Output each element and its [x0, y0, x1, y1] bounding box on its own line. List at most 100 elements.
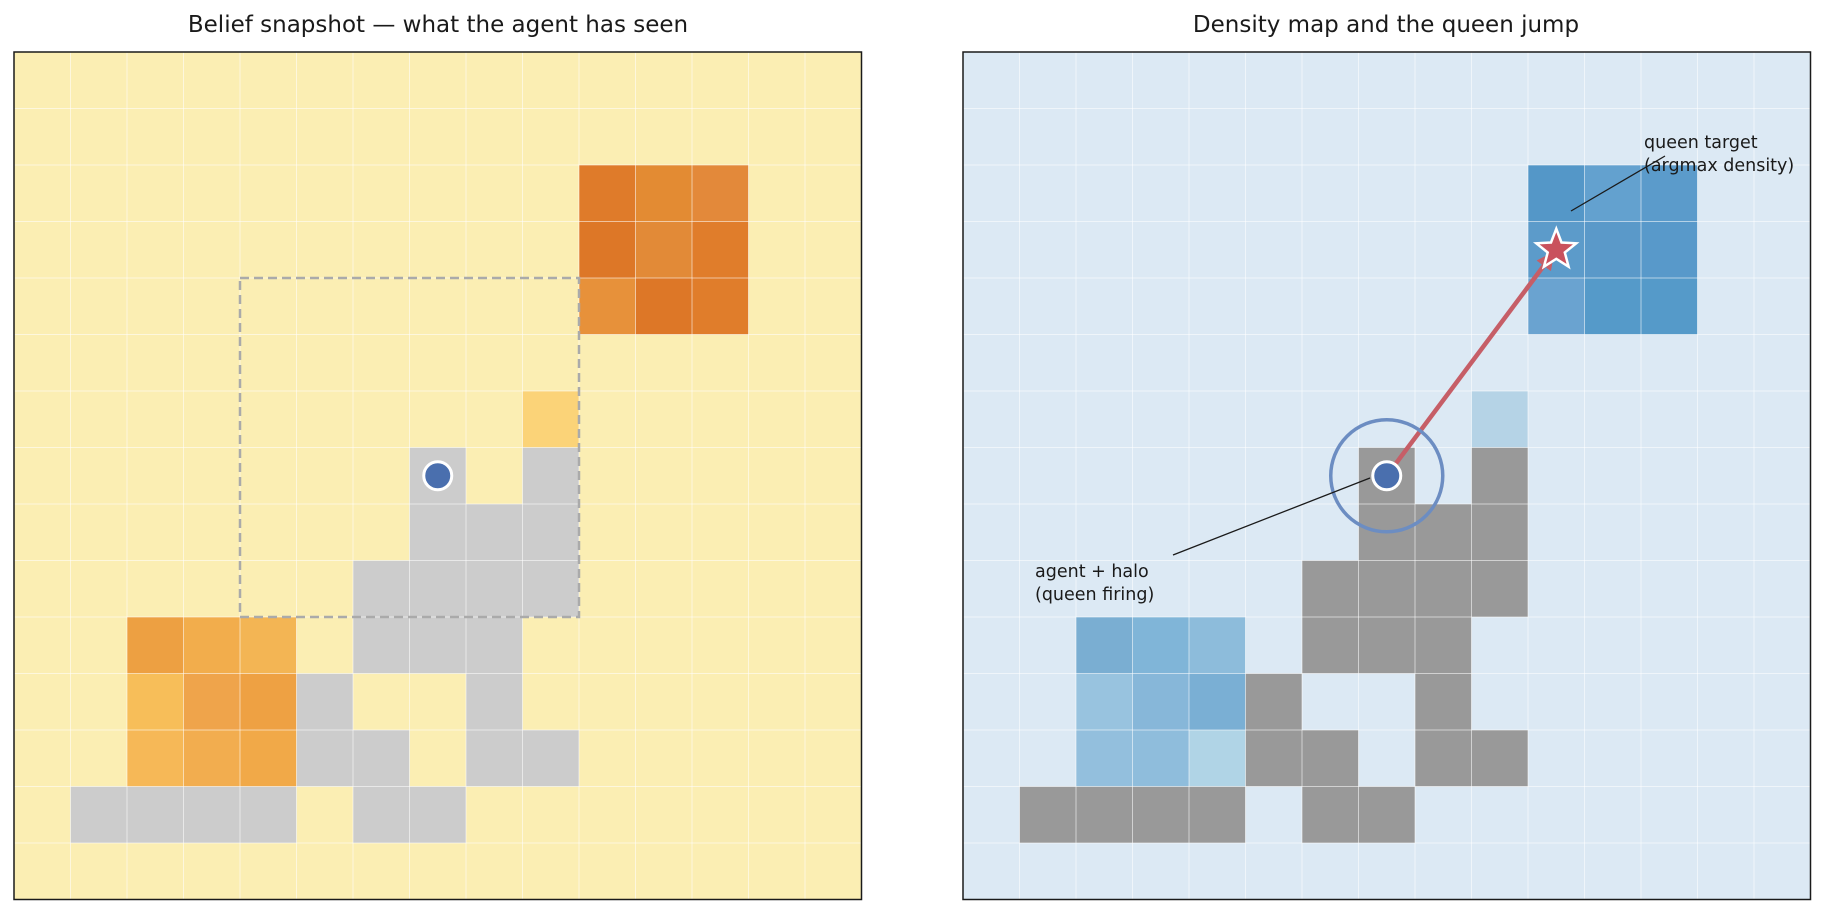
density-value-cell: [1528, 278, 1585, 335]
density-obstacle-cell: [1302, 617, 1359, 674]
agent-marker-density: [1371, 460, 1403, 492]
density-obstacle-cell: [1415, 617, 1472, 674]
belief-grid-panel: [13, 51, 863, 901]
density-value-cell: [1641, 278, 1698, 335]
belief-value-cell: [127, 617, 184, 674]
belief-obstacle-cell: [127, 786, 184, 843]
density-value-cell: [1076, 730, 1133, 787]
target-annotation-line1: queen target: [1644, 133, 1758, 153]
density-value-cell: [1189, 673, 1246, 730]
queen-jump-arrow: [1384, 251, 1555, 478]
density-value-cell: [1528, 165, 1585, 222]
belief-grid-lines: [14, 52, 862, 900]
density-obstacle-cell: [1358, 786, 1415, 843]
density-value-cell: [1641, 221, 1698, 278]
agent-annotation-line2: (queen firing): [1035, 585, 1154, 605]
density-obstacle-cell: [1132, 786, 1189, 843]
right-panel-title: Density map and the queen jump: [1193, 12, 1579, 38]
belief-value-cell: [692, 278, 749, 335]
belief-value-cell: [579, 278, 636, 335]
density-value-cell: [1132, 617, 1189, 674]
belief-obstacle-cell: [466, 504, 523, 561]
density-map-panel: agent + halo (queen firing) queen target…: [962, 51, 1812, 901]
target-annotation-leader: [1570, 155, 1666, 212]
density-obstacle-cell: [1415, 560, 1472, 617]
belief-obstacle-cell: [70, 786, 127, 843]
density-obstacle-cell: [1019, 786, 1076, 843]
density-map-lines: [963, 52, 1811, 900]
belief-obstacle-cell: [466, 560, 523, 617]
belief-value-cell: [579, 165, 636, 222]
density-value-cell: [1584, 221, 1641, 278]
belief-value-cell: [635, 221, 692, 278]
belief-obstacle-cell: [522, 560, 579, 617]
belief-value-cell: [635, 165, 692, 222]
density-obstacle-cell: [1358, 560, 1415, 617]
density-obstacle-cell: [1245, 673, 1302, 730]
density-value-cell: [1132, 730, 1189, 787]
belief-value-cell: [692, 165, 749, 222]
density-obstacle-cell: [1415, 673, 1472, 730]
target-annotation-line2: (argmax density): [1644, 156, 1794, 176]
density-obstacle-cell: [1358, 617, 1415, 674]
density-obstacle-cell: [1471, 504, 1528, 561]
belief-obstacle-cell: [183, 786, 240, 843]
agent-annotation-line1: agent + halo: [1035, 562, 1149, 582]
belief-value-cell: [692, 221, 749, 278]
belief-value-cell: [127, 730, 184, 787]
belief-obstacle-cell: [353, 730, 410, 787]
belief-obstacle-cell: [409, 560, 466, 617]
agent-halo-ring: [1329, 418, 1445, 534]
density-obstacle-cell: [1189, 786, 1246, 843]
density-value-cell: [1584, 278, 1641, 335]
density-obstacle-cell: [1076, 786, 1133, 843]
density-value-cell: [1641, 165, 1698, 222]
density-obstacle-cell: [1245, 730, 1302, 787]
density-value-cell: [1471, 391, 1528, 448]
density-value-cell: [1584, 165, 1641, 222]
density-map-frame: [962, 51, 1812, 901]
belief-obstacle-cell: [466, 673, 523, 730]
agent-marker: [422, 460, 454, 492]
density-value-cell: [1076, 617, 1133, 674]
belief-obstacle-cell: [409, 617, 466, 674]
density-value-cell: [1189, 730, 1246, 787]
density-obstacle-cell: [1415, 504, 1472, 561]
density-obstacle-cell: [1302, 786, 1359, 843]
belief-obstacle-cell: [409, 786, 466, 843]
belief-value-cell: [240, 673, 297, 730]
density-value-cell: [1132, 673, 1189, 730]
belief-obstacle-cell: [522, 447, 579, 504]
belief-grid-cells: [14, 52, 862, 900]
belief-obstacle-cell: [353, 560, 410, 617]
belief-obstacle-cell: [409, 504, 466, 561]
agent-annotation-leader: [1172, 477, 1371, 556]
belief-value-cell: [579, 221, 636, 278]
belief-obstacle-cell: [522, 504, 579, 561]
density-value-cell: [1076, 673, 1133, 730]
density-obstacle-cell: [1471, 447, 1528, 504]
belief-value-cell: [635, 278, 692, 335]
belief-obstacle-cell: [466, 617, 523, 674]
belief-obstacle-cell: [353, 617, 410, 674]
density-value-cell: [1189, 617, 1246, 674]
queen-target-star-icon: [1532, 225, 1580, 270]
belief-obstacle-cell: [296, 673, 353, 730]
belief-obstacle-cell: [296, 730, 353, 787]
belief-grid-frame: [13, 51, 863, 901]
belief-value-cell: [240, 730, 297, 787]
belief-obstacle-cell: [466, 730, 523, 787]
belief-value-cell: [183, 673, 240, 730]
belief-value-cell: [183, 730, 240, 787]
density-obstacle-cell: [1302, 560, 1359, 617]
density-obstacle-cell: [1471, 730, 1528, 787]
density-obstacle-cell: [1302, 730, 1359, 787]
belief-obstacle-cell: [353, 786, 410, 843]
belief-obstacle-cell: [522, 730, 579, 787]
belief-value-cell: [183, 617, 240, 674]
belief-obstacle-cell: [240, 786, 297, 843]
belief-value-cell: [240, 617, 297, 674]
left-panel-title: Belief snapshot — what the agent has see…: [188, 12, 688, 38]
observation-window: [238, 276, 581, 619]
